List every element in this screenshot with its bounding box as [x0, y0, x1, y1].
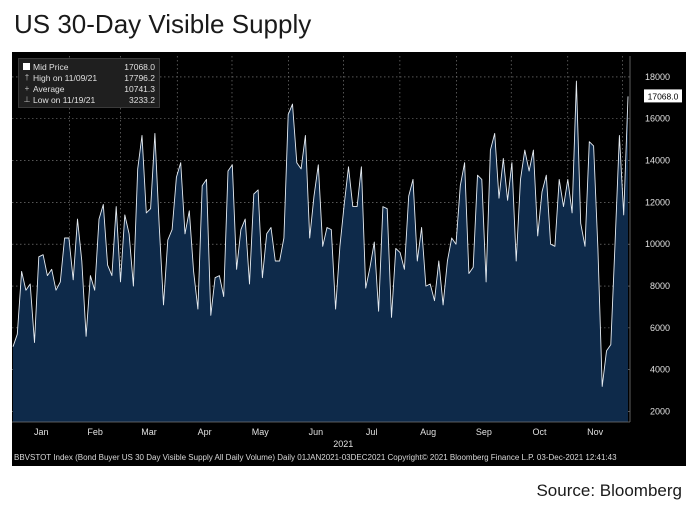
- last-value-label: 17068.0: [648, 91, 679, 101]
- series-line: [12, 80, 629, 387]
- legend-marker-icon: +: [24, 84, 30, 93]
- chart-frame: 2000 4000 6000 8000 10000 12000 14000 16000 1800…: [12, 52, 686, 466]
- x-tick-label: Sep: [476, 427, 492, 437]
- chart-legend: Mid Price 17068.0 † High on 11/09/21 17796.2…: [18, 58, 160, 108]
- x-tick-label: Jul: [366, 427, 378, 437]
- legend-label: Average: [33, 83, 65, 94]
- y-tick-label: 16000: [645, 114, 670, 124]
- last-value-tag: [644, 89, 682, 103]
- series-layer: [12, 80, 629, 422]
- x-tick-label: Apr: [198, 427, 212, 437]
- x-tick-label: Jan: [34, 427, 49, 437]
- x-tick-label: Oct: [532, 427, 547, 437]
- x-tick-label: Nov: [587, 427, 604, 437]
- y-tick-label: 10000: [645, 239, 670, 249]
- chart-footer: BBVSTOT Index (Bond Buyer US 30 Day Visi…: [14, 453, 617, 462]
- y-tick-label: 6000: [650, 323, 670, 333]
- x-tick-label: Feb: [87, 427, 103, 437]
- legend-marker-icon: [23, 63, 30, 70]
- y-tick-label: 12000: [645, 197, 670, 207]
- y-tick-label: 2000: [650, 407, 670, 417]
- y-tick-label: 4000: [650, 365, 670, 375]
- legend-label: Mid Price: [33, 61, 69, 72]
- axis-layer: 2000 4000 6000 8000 10000 12000 14000 16000 1800…: [12, 56, 682, 449]
- series-area: [13, 81, 628, 422]
- legend-label: High on 11/09/21: [33, 72, 98, 83]
- legend-value: 17796.2: [124, 72, 155, 83]
- legend-value: 3233.2: [129, 94, 155, 105]
- legend-entry: + Average 10741.3: [23, 83, 155, 94]
- page-title: US 30-Day Visible Supply: [14, 9, 312, 39]
- x-tick-label: Jun: [309, 427, 324, 437]
- source-note: Source: Bloomberg: [536, 481, 682, 500]
- visible-supply-chart: 2000 4000 6000 8000 10000 12000 14000 16000 1800…: [12, 56, 682, 449]
- legend-entry: ⊥ Low on 11/19/21 3233.2: [23, 94, 155, 105]
- legend-marker-icon: †: [24, 73, 30, 82]
- legend-label: Low on 11/19/21: [33, 94, 96, 105]
- x-tick-label: May: [252, 427, 270, 437]
- legend-entry: † High on 11/09/21 17796.2: [23, 72, 155, 83]
- legend-marker-icon: ⊥: [23, 95, 31, 104]
- x-axis-label: 2021: [333, 439, 353, 449]
- y-tick-label: 8000: [650, 281, 670, 291]
- legend-entry: Mid Price 17068.0: [23, 61, 155, 72]
- y-tick-label: 18000: [645, 72, 670, 82]
- legend-value: 10741.3: [124, 83, 155, 94]
- x-tick-label: Mar: [141, 427, 157, 437]
- x-tick-label: Aug: [420, 427, 436, 437]
- legend-value: 17068.0: [124, 61, 155, 72]
- y-tick-label: 14000: [645, 156, 670, 166]
